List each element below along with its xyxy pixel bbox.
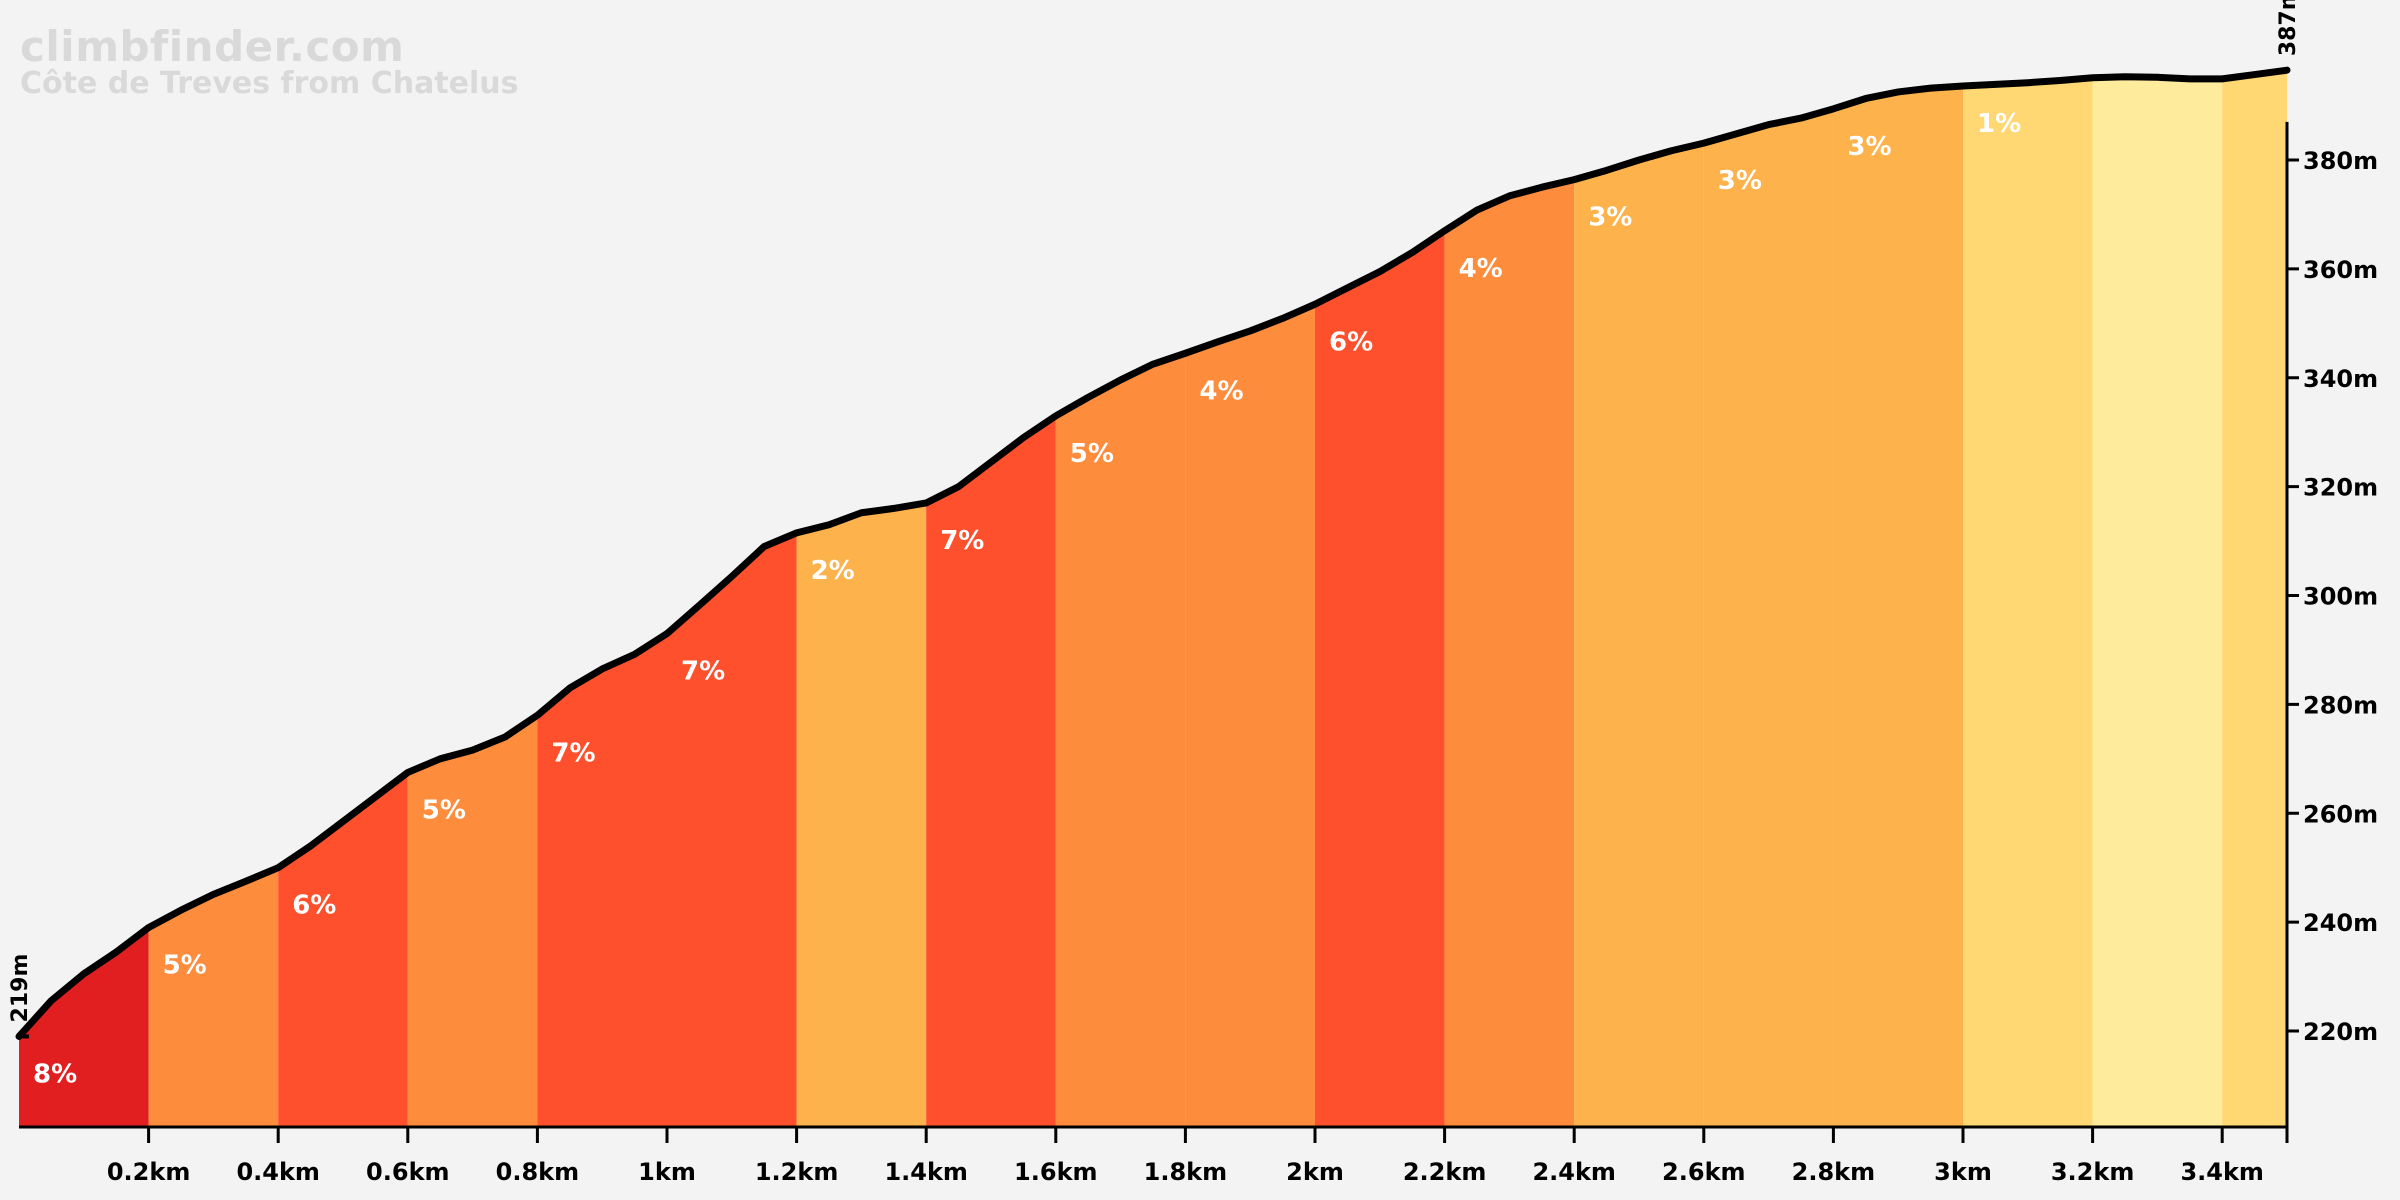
grade-segment (1185, 304, 1315, 1127)
y-tick-label: 240m (2303, 909, 2378, 937)
x-tick-label: 3.2km (2051, 1158, 2134, 1186)
x-tick-label: 3.4km (2180, 1158, 2263, 1186)
x-tick-label: 0.6km (366, 1158, 449, 1186)
grade-segment (667, 532, 797, 1127)
segment-grade-label: 6% (292, 891, 336, 921)
segment-grade-label: 5% (422, 795, 466, 825)
y-tick-label: 220m (2303, 1018, 2378, 1046)
grade-segment (796, 502, 927, 1127)
grade-segment (148, 867, 279, 1127)
grade-segment (926, 415, 1056, 1127)
segment-grade-label: 4% (1199, 376, 1243, 406)
grade-segment (1574, 143, 1704, 1127)
x-tick-label: 0.2km (107, 1158, 190, 1186)
segment-grade-label: 1% (1977, 109, 2021, 139)
brand-watermark: climbfinder.com (20, 22, 405, 71)
chart-title: Côte de Treves from Chatelus (20, 66, 519, 101)
end-elevation-label: 387m (2276, 0, 2301, 56)
x-tick-label: 3km (1934, 1158, 1992, 1186)
x-tick-label: 1.8km (1144, 1158, 1227, 1186)
x-tick-label: 0.8km (496, 1158, 579, 1186)
grade-segment (1703, 108, 1834, 1128)
x-tick-label: 1.6km (1014, 1158, 1097, 1186)
grade-segment (278, 772, 408, 1127)
segment-grade-label: 3% (1847, 132, 1891, 162)
x-tick-label: 0.4km (236, 1158, 319, 1186)
grade-segment (2092, 76, 2223, 1128)
segment-grade-label: 7% (551, 738, 595, 768)
grade-segment (19, 927, 149, 1127)
grade-segment (2222, 70, 2287, 1128)
segment-grade-label: 4% (1459, 254, 1503, 284)
grade-segment (1444, 179, 1575, 1127)
grade-segment (1833, 85, 1963, 1128)
start-elevation-label: 219m (8, 954, 33, 1023)
grade-segment (537, 633, 667, 1127)
y-tick-label: 260m (2303, 800, 2378, 828)
x-tick-label: 1.4km (884, 1158, 967, 1186)
x-tick-label: 2km (1286, 1158, 1344, 1186)
segment-grade-label: 6% (1329, 327, 1373, 357)
x-tick-label: 2.6km (1662, 1158, 1745, 1186)
segment-grade-label: 7% (681, 657, 725, 687)
grade-segment (407, 715, 538, 1127)
x-tick-label: 2.4km (1532, 1158, 1615, 1186)
segment-grade-label: 2% (811, 556, 855, 586)
x-tick-label: 2.8km (1792, 1158, 1875, 1186)
segment-grade-label: 7% (940, 526, 984, 556)
segment-grade-label: 8% (33, 1059, 77, 1089)
segment-grade-label: 3% (1718, 166, 1762, 196)
y-tick-label: 300m (2303, 583, 2378, 611)
y-tick-label: 320m (2303, 474, 2378, 502)
y-tick-label: 340m (2303, 365, 2378, 393)
elevation-line (15, 66, 2291, 1040)
y-tick-label: 280m (2303, 691, 2378, 719)
y-tick-label: 360m (2303, 256, 2378, 284)
y-tick-label: 380m (2303, 147, 2378, 175)
x-tick-label: 1km (638, 1158, 696, 1186)
x-tick-label: 2.2km (1403, 1158, 1486, 1186)
grade-segment (1315, 230, 1445, 1128)
segment-grade-label: 5% (1070, 439, 1114, 469)
grade-segment (1963, 77, 2093, 1128)
segment-grade-label: 5% (163, 951, 207, 981)
segment-grade-label: 3% (1588, 203, 1632, 233)
x-tick-label: 1.2km (755, 1158, 838, 1186)
grade-segment (1055, 353, 1186, 1127)
